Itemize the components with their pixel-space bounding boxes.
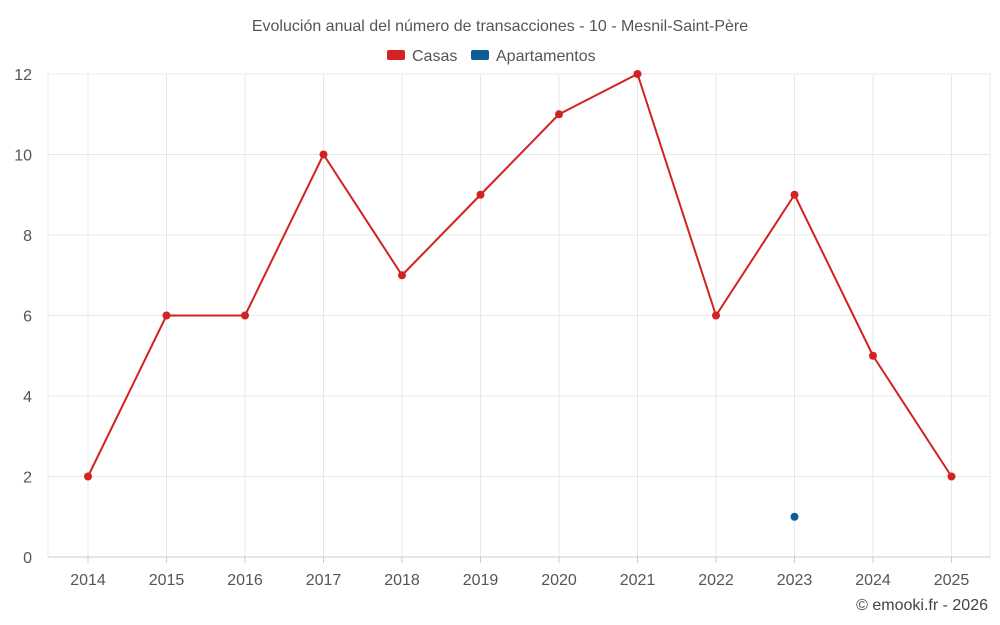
data-point-casas-2021[interactable] xyxy=(633,70,642,78)
data-point-casas-2023[interactable] xyxy=(790,190,799,199)
data-point-casas-2020[interactable] xyxy=(555,110,563,119)
x-tick-label: 2017 xyxy=(306,572,342,589)
x-tick-label: 2020 xyxy=(541,572,577,589)
data-point-casas-2015[interactable] xyxy=(162,311,171,320)
data-point-casas-2014[interactable] xyxy=(84,472,92,481)
x-tick-label: 2024 xyxy=(855,572,891,589)
credit-text: © emooki.fr - 2026 xyxy=(856,597,988,614)
data-point-casas-2025[interactable] xyxy=(947,472,956,481)
x-tick-label: 2014 xyxy=(70,572,106,589)
x-tick-label: 2025 xyxy=(934,572,970,589)
data-point-casas-2024[interactable] xyxy=(869,351,877,360)
x-tick-label: 2015 xyxy=(149,572,185,589)
x-tick-label: 2022 xyxy=(698,572,734,589)
x-tick-label: 2016 xyxy=(227,572,263,589)
x-tick-label: 2021 xyxy=(620,572,656,589)
y-tick-label: 0 xyxy=(23,550,32,567)
data-point-casas-2019[interactable] xyxy=(476,190,485,199)
series-casas xyxy=(84,70,956,481)
y-gridlines xyxy=(48,73,990,477)
series-layer xyxy=(84,70,956,521)
series-apartamentos xyxy=(790,512,799,521)
legend-item-casas[interactable]: Casas xyxy=(387,48,457,65)
legend-swatch-apartamentos xyxy=(471,50,489,60)
series-line-casas xyxy=(87,73,953,478)
legend-label-apartamentos: Apartamentos xyxy=(496,48,596,65)
data-point-apartamentos-2023[interactable] xyxy=(790,512,799,521)
legend: Casas Apartamentos xyxy=(387,48,596,65)
x-tick-label: 2019 xyxy=(463,572,499,589)
x-tick-label: 2018 xyxy=(384,572,420,589)
y-tick-label: 4 xyxy=(23,389,32,406)
data-point-casas-2018[interactable] xyxy=(398,271,406,280)
legend-label-casas: Casas xyxy=(412,48,457,65)
y-axis-ticks: 0 2 4 6 8 10 12 xyxy=(14,67,32,567)
y-tick-label: 8 xyxy=(23,228,32,245)
x-tick-label: 2023 xyxy=(777,572,813,589)
legend-swatch-casas xyxy=(387,50,405,60)
data-point-casas-2022[interactable] xyxy=(712,311,720,320)
data-point-casas-2016[interactable] xyxy=(241,311,249,320)
y-tick-label: 6 xyxy=(23,309,32,326)
y-tick-label: 10 xyxy=(14,148,32,165)
data-point-casas-2017[interactable] xyxy=(319,150,328,159)
y-tick-label: 2 xyxy=(23,470,32,487)
x-axis-ticks: 2014 2015 2016 2017 2018 2019 2020 2021 2022 2023… xyxy=(70,557,969,589)
y-tick-label: 12 xyxy=(14,67,32,84)
legend-item-apartamentos[interactable]: Apartamentos xyxy=(471,48,596,65)
chart-title: Evolución anual del número de transaccio… xyxy=(252,18,748,35)
